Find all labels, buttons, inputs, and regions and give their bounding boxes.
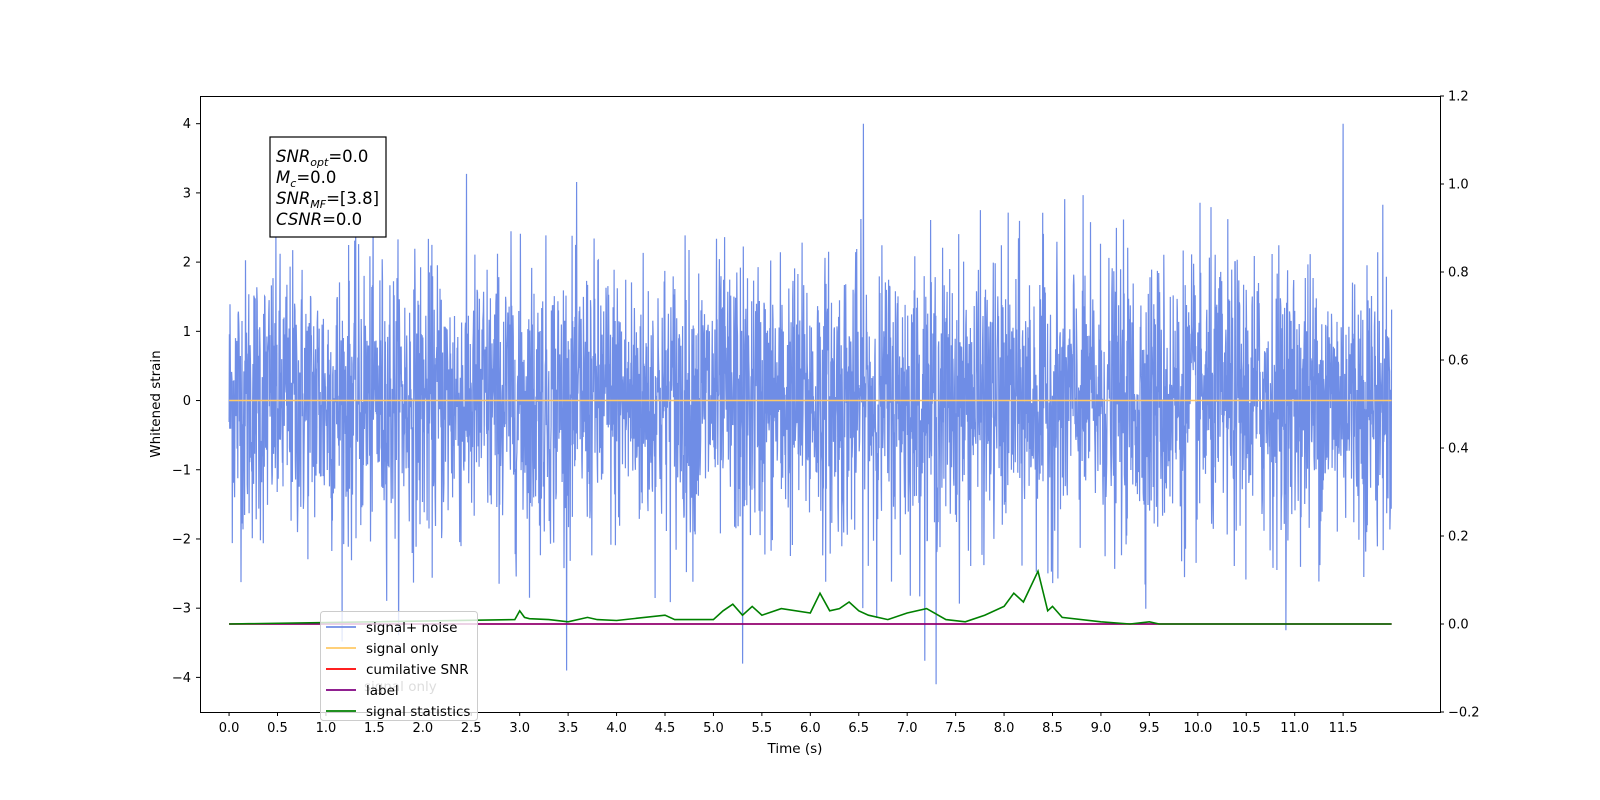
x-tick-label: 4.5 [655,721,676,736]
legend-label: signal+ noise [366,620,457,636]
x-tick-label: 4.0 [606,721,627,736]
y-tick-label: 3 [183,186,191,201]
y-tick-label: −4 [172,671,191,686]
x-tick-label: 11.5 [1329,721,1358,736]
legend-label: signal only [366,641,439,657]
y2-tick-label: 0.0 [1448,618,1469,633]
annotation-line: SNRMF=[3.8] [276,189,379,211]
x-tick-label: 2.5 [461,721,482,736]
y2-tick-label: 0.8 [1448,266,1469,281]
x-tick-label: 11.0 [1280,721,1309,736]
plot-frame [200,96,1441,713]
x-tick-label: 1.5 [364,721,385,736]
y2-tick-label: 1.0 [1448,178,1469,193]
y2-tick-label: 0.2 [1448,530,1469,545]
y2-tick-label: 0.6 [1448,354,1469,369]
x-tick-label: 9.0 [1091,721,1112,736]
x-axis-label: Time (s) [767,741,823,757]
x-tick-label: 7.0 [897,721,918,736]
series-signal-statistics [229,568,1392,625]
legend-overlap-text: signal only [364,679,437,695]
series-signal-noise [228,123,1393,685]
x-tick-label: 3.5 [558,721,579,736]
annotation-frame [269,136,387,238]
ticks-layer: 0.0 0.5 1.0 1.5 2.0 2.5 3.0 3.5 4.0 4.5 5.0 5.5 6.0 6… [172,90,1480,737]
y-tick-label: 2 [183,256,191,271]
x-tick-label: 10.0 [1183,721,1212,736]
x-tick-label: 0.5 [267,721,288,736]
x-tick-label: 1.0 [316,721,337,736]
x-tick-label: 0.0 [219,721,240,736]
y2-tick-label: 1.2 [1448,90,1469,105]
x-tick-label: 2.0 [412,721,433,736]
legend-label: signal statistics [366,704,470,720]
legend-frame [320,611,478,721]
y-tick-label: 4 [183,117,191,132]
x-tick-label: 5.5 [752,721,773,736]
x-tick-label: 8.0 [994,721,1015,736]
x-tick-label: 5.0 [703,721,724,736]
y-tick-label: 0 [183,394,191,409]
y2-tick-label: 0.4 [1448,442,1469,457]
legend-label: cumilative SNR [366,662,469,678]
x-tick-label: 3.0 [509,721,530,736]
x-tick-label: 10.5 [1232,721,1261,736]
x-tick-label: 6.0 [800,721,821,736]
x-tick-label: 9.5 [1139,721,1160,736]
annotation-line: Mc=0.0 [276,168,336,190]
y-tick-label: −2 [172,532,191,547]
y-axis-label: Whitened strain [148,350,164,457]
legend-label: label [366,683,399,699]
annotation-line: CSNR=0.0 [276,210,362,229]
y-tick-label: 1 [183,325,191,340]
y-tick-label: −3 [172,602,191,617]
x-tick-label: 7.5 [945,721,966,736]
x-tick-label: 6.5 [848,721,869,736]
y-tick-label: −1 [172,463,191,478]
x-tick-label: 8.5 [1042,721,1063,736]
y2-tick-label: −0.2 [1448,706,1480,721]
annotation-line: SNRopt=0.0 [276,147,368,169]
